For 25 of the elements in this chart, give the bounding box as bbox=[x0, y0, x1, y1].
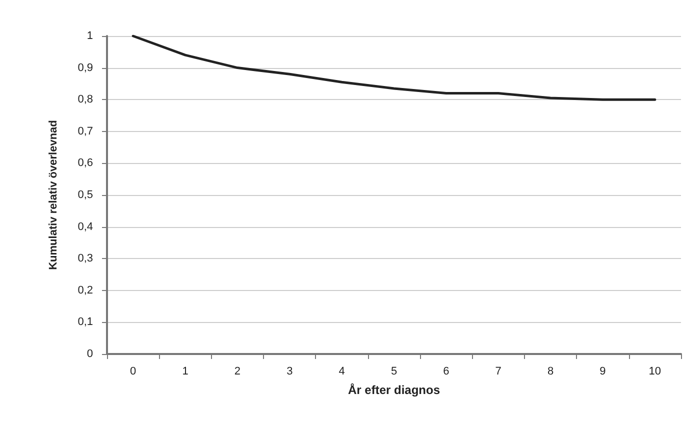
y-tick-label: 0,4 bbox=[78, 220, 93, 233]
x-tick-label: 10 bbox=[648, 366, 662, 378]
y-tick-label: 1 bbox=[86, 30, 93, 42]
y-tick-label: 0,6 bbox=[78, 157, 93, 170]
y-tick-label: 0,3 bbox=[78, 252, 93, 265]
y-tick-label: 0,5 bbox=[78, 189, 93, 201]
x-tick-label: 0 bbox=[130, 366, 136, 378]
y-axis-title: Kumulativ relativ överlevnad bbox=[48, 120, 60, 270]
y-tick-label: 0,8 bbox=[78, 94, 93, 106]
x-tick-label: 2 bbox=[234, 366, 241, 378]
y-tick-label: 0,2 bbox=[78, 284, 93, 296]
x-tick-label: 3 bbox=[286, 366, 293, 378]
x-tick-label: 5 bbox=[390, 366, 398, 378]
x-axis-title: År efter diagnos bbox=[348, 383, 440, 397]
x-tick-label: 1 bbox=[182, 366, 188, 378]
y-tick-label: 0 bbox=[86, 348, 93, 360]
x-tick-label: 4 bbox=[338, 366, 345, 378]
x-tick-label: 8 bbox=[547, 366, 554, 378]
y-tick-label: 0,1 bbox=[78, 316, 93, 328]
y-tick-label: 0,7 bbox=[78, 125, 93, 138]
x-tick-label: 9 bbox=[600, 366, 606, 378]
x-tick-label: 7 bbox=[495, 366, 502, 378]
x-tick-label: 6 bbox=[443, 366, 450, 378]
line-series bbox=[132, 34, 656, 101]
y-tick-label: 0,9 bbox=[78, 62, 93, 74]
